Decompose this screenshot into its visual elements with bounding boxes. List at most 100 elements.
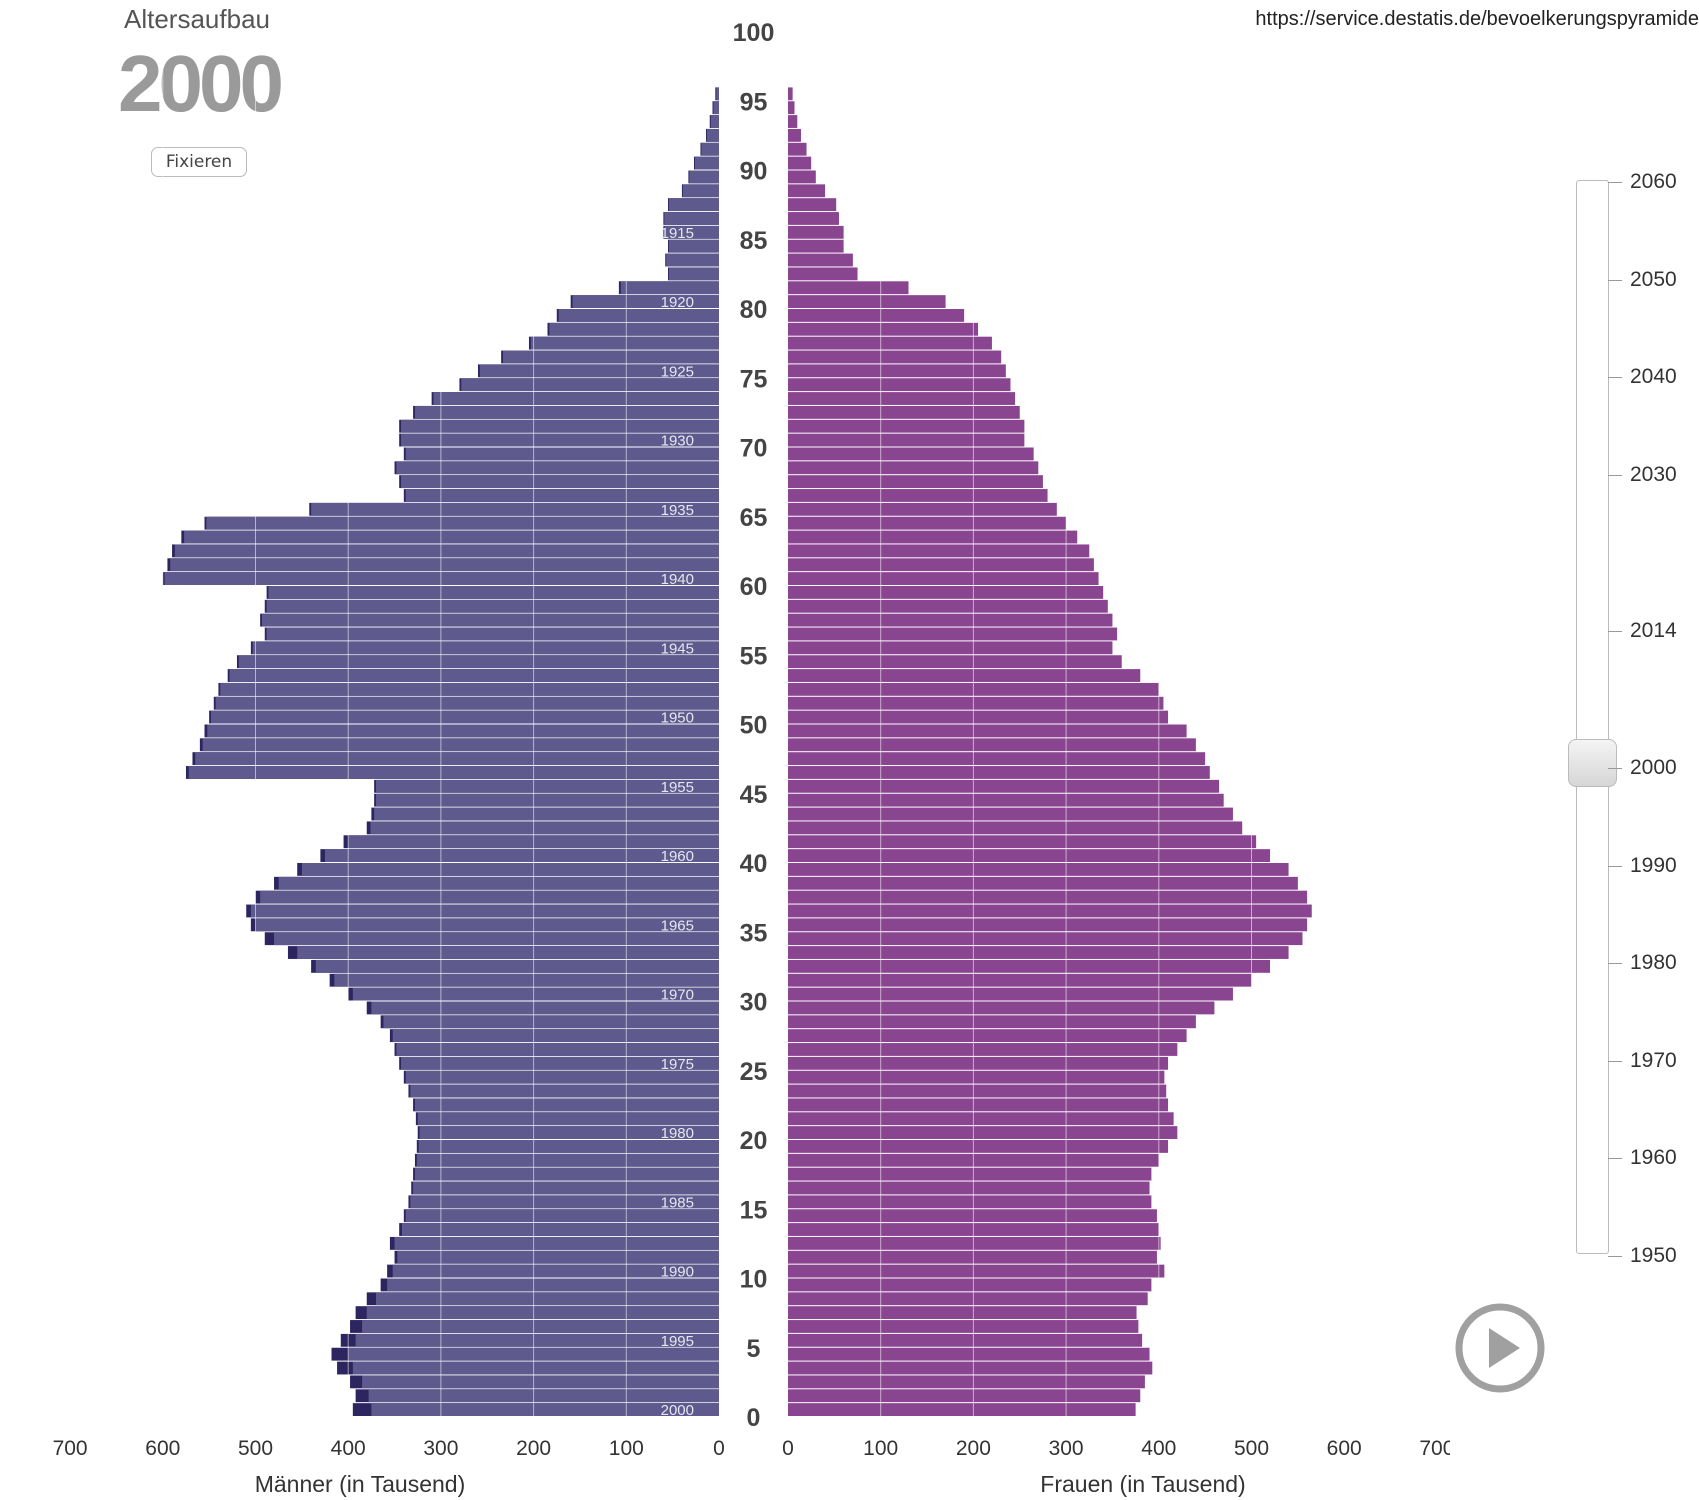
age-tick-label: 10 (740, 1266, 768, 1294)
slider-track[interactable] (1576, 180, 1609, 1254)
male-bar (362, 1320, 719, 1333)
female-bar (788, 101, 795, 115)
source-url[interactable]: https://service.destatis.de/bevoelkerung… (1255, 8, 1699, 30)
slider-year-label[interactable]: 2030 (1630, 463, 1677, 486)
female-bar (788, 1195, 1152, 1209)
female-bar (788, 1320, 1139, 1333)
female-bar (788, 835, 1257, 849)
female-bar (788, 1264, 1165, 1278)
age-tick-label: 75 (740, 365, 768, 393)
female-bar (788, 1403, 1136, 1416)
female-bar (788, 959, 1271, 973)
slider-tick (1608, 631, 1622, 632)
women-x-tick: 700 (1419, 1437, 1450, 1460)
birth-year-label: 1940 (661, 571, 694, 588)
slider-year-label[interactable]: 1980 (1630, 951, 1677, 974)
slider-year-label[interactable]: 2014 (1630, 619, 1677, 642)
male-bar (401, 475, 719, 489)
female-bar (788, 392, 1016, 405)
female-bar (788, 779, 1220, 793)
male-bar (689, 170, 719, 184)
female-bar (788, 1043, 1178, 1056)
age-tick-label: 5 (747, 1335, 761, 1363)
male-bar (710, 115, 719, 128)
age-tick-label: 30 (740, 989, 768, 1017)
male-bar (297, 946, 719, 959)
fix-button[interactable]: Fixieren (151, 147, 247, 177)
male-bar (682, 184, 719, 198)
female-bar (788, 225, 844, 239)
birth-year-label: 1950 (661, 710, 694, 727)
slider-year-label[interactable]: 1970 (1630, 1049, 1677, 1072)
women-x-tick: 500 (1234, 1437, 1269, 1460)
slider-year-label[interactable]: 2060 (1630, 170, 1677, 193)
men-x-tick: 0 (713, 1437, 725, 1460)
male-bar (461, 378, 719, 392)
female-bar (788, 1070, 1165, 1084)
slider-year-label[interactable]: 2050 (1630, 268, 1677, 291)
slider-tick (1608, 1256, 1622, 1257)
female-bar (788, 586, 1104, 599)
female-bar (788, 696, 1164, 710)
slider-tick (1608, 377, 1622, 378)
slider-year-label[interactable]: 1990 (1630, 854, 1677, 877)
male-bar (503, 350, 719, 364)
male-bar (215, 696, 720, 710)
slider-thumb[interactable] (1568, 739, 1617, 787)
slider-year-label[interactable]: 1950 (1630, 1244, 1677, 1267)
male-bar (405, 1209, 719, 1223)
slider-tick (1608, 475, 1622, 476)
birth-year-label: 1930 (661, 433, 694, 450)
male-bar (397, 1250, 719, 1264)
birth-year-label: 1970 (661, 987, 694, 1004)
male-bar (278, 876, 719, 890)
female-bar (788, 322, 979, 336)
play-icon[interactable] (1454, 1302, 1546, 1394)
male-bar (188, 766, 720, 779)
slider-tick (1608, 182, 1622, 183)
male-bar (206, 516, 719, 530)
age-tick-label: 25 (740, 1058, 768, 1086)
female-bar (788, 1333, 1143, 1347)
slider-tick (1608, 1061, 1622, 1062)
slider-year-label[interactable]: 2040 (1630, 365, 1677, 388)
female-bar (788, 710, 1169, 724)
female-bar (788, 918, 1308, 932)
female-bar (788, 738, 1196, 752)
men-x-tick: 700 (53, 1437, 88, 1460)
birth-year-label: 2000 (661, 1402, 694, 1419)
female-bar (788, 655, 1122, 669)
male-bar (376, 779, 719, 793)
female-bar (788, 253, 853, 267)
age-tick-label: 40 (740, 850, 768, 878)
male-bar (371, 1001, 719, 1015)
slider-year-label[interactable]: 1960 (1630, 1146, 1677, 1169)
female-bar (788, 987, 1233, 1001)
female-bar (788, 212, 839, 225)
male-bar (315, 959, 719, 973)
female-bar (788, 115, 798, 128)
year-slider[interactable]: 2060 2050 2040 2030 2014 2000 1990 1980 1970 1960… (1520, 160, 1699, 1270)
age-tick-label: 95 (740, 88, 768, 116)
male-bar (479, 364, 719, 378)
female-bar (788, 627, 1118, 641)
female-bar (788, 350, 1002, 364)
male-bar (418, 1140, 719, 1153)
age-tick-label: 100 (733, 19, 775, 47)
female-bar (788, 1250, 1157, 1264)
birth-year-label: 1990 (661, 1264, 694, 1281)
female-bar (788, 156, 812, 170)
male-bar (549, 322, 719, 336)
male-bar (164, 572, 720, 585)
male-bar (261, 613, 719, 627)
female-bar (788, 613, 1113, 627)
birth-year-label: 1985 (661, 1194, 694, 1211)
male-bar (238, 655, 719, 669)
female-bar (788, 932, 1303, 946)
female-bar (788, 516, 1067, 530)
slider-year-label[interactable]: 2000 (1630, 756, 1677, 779)
age-tick-label: 90 (740, 158, 768, 186)
male-bar (414, 1098, 719, 1112)
male-bar (252, 641, 719, 655)
male-bar (274, 932, 719, 946)
